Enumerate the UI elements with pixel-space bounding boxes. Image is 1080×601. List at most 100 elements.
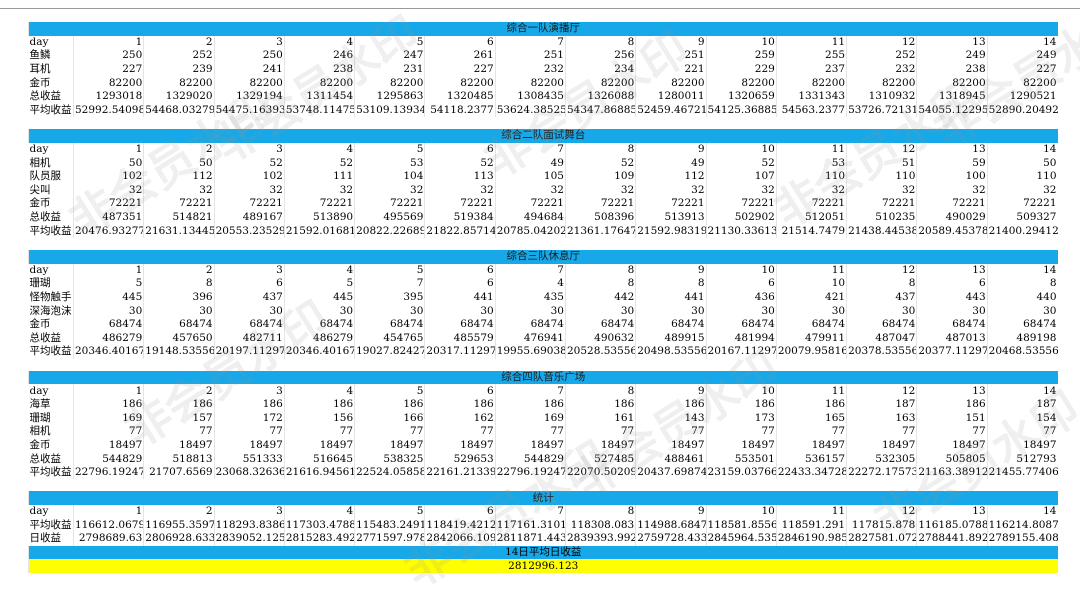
data-cell[interactable]: 186 xyxy=(705,397,777,412)
summary-value[interactable]: 2812996.123 xyxy=(28,559,1058,573)
data-cell[interactable]: 2839393.992 xyxy=(564,532,636,546)
data-cell[interactable]: 5 xyxy=(354,263,425,278)
data-cell[interactable]: 18497 xyxy=(916,438,988,453)
data-cell[interactable]: 8 xyxy=(143,277,215,291)
data-cell[interactable]: 77 xyxy=(986,425,1058,439)
data-cell[interactable]: 32 xyxy=(143,183,215,198)
data-cell[interactable]: 118293.8386 xyxy=(213,518,285,533)
data-cell[interactable]: 5 xyxy=(283,277,355,291)
data-cell[interactable]: 1293018 xyxy=(72,89,144,104)
data-cell[interactable]: 6 xyxy=(424,384,496,398)
data-cell[interactable]: 3 xyxy=(213,35,285,50)
row-label-cell[interactable]: 平均收益 xyxy=(29,518,72,531)
data-cell[interactable]: 1310932 xyxy=(846,89,917,104)
data-cell[interactable]: 82200 xyxy=(283,76,355,90)
data-cell[interactable]: 252 xyxy=(846,49,917,63)
data-cell[interactable]: 68474 xyxy=(283,317,355,332)
data-cell[interactable]: 488461 xyxy=(635,452,707,466)
data-cell[interactable]: 110 xyxy=(846,169,917,184)
data-cell[interactable]: 172 xyxy=(213,411,285,426)
data-cell[interactable]: 518813 xyxy=(143,452,215,466)
section-title[interactable]: 综合二队面试舞台 xyxy=(28,129,1058,143)
data-cell[interactable]: 52890.20492 xyxy=(986,103,1058,118)
data-cell[interactable]: 77 xyxy=(705,425,777,439)
data-cell[interactable]: 514821 xyxy=(143,210,215,225)
data-cell[interactable]: 54468.03279 xyxy=(143,103,215,118)
data-cell[interactable]: 30 xyxy=(143,304,215,318)
data-cell[interactable]: 72221 xyxy=(564,197,636,211)
data-cell[interactable]: 30 xyxy=(72,304,144,318)
data-cell[interactable]: 8 xyxy=(564,505,636,519)
data-cell[interactable]: 52 xyxy=(564,156,636,170)
section-title[interactable]: 综合一队演播厅 xyxy=(28,22,1058,36)
data-cell[interactable]: 5 xyxy=(72,277,144,291)
data-cell[interactable]: 20785.04202 xyxy=(494,224,566,238)
data-cell[interactable]: 143 xyxy=(635,411,707,426)
section-title[interactable]: 统计 xyxy=(28,491,1058,505)
data-cell[interactable]: 20528.53556 xyxy=(564,345,636,359)
data-cell[interactable]: 1 xyxy=(72,35,144,50)
data-cell[interactable]: 13 xyxy=(916,142,988,157)
row-label-cell[interactable]: 金币 xyxy=(29,76,51,89)
data-cell[interactable]: 487351 xyxy=(72,210,144,225)
data-cell[interactable]: 72221 xyxy=(986,197,1058,211)
data-cell[interactable]: 117815.878 xyxy=(846,518,917,533)
data-cell[interactable]: 77 xyxy=(72,425,144,439)
data-cell[interactable]: 30 xyxy=(213,304,285,318)
data-cell[interactable]: 442 xyxy=(564,290,636,305)
data-cell[interactable]: 18497 xyxy=(494,438,566,453)
data-cell[interactable]: 30 xyxy=(494,304,566,318)
data-cell[interactable]: 112 xyxy=(143,169,215,184)
data-cell[interactable]: 21631.13445 xyxy=(143,224,215,238)
data-cell[interactable]: 32 xyxy=(564,183,636,198)
data-cell[interactable]: 5 xyxy=(354,505,425,519)
data-cell[interactable]: 54055.12295 xyxy=(916,103,988,118)
data-cell[interactable]: 457650 xyxy=(143,331,215,346)
data-cell[interactable]: 186 xyxy=(213,397,285,412)
data-cell[interactable]: 30 xyxy=(846,304,917,318)
data-cell[interactable]: 1331343 xyxy=(775,89,847,104)
data-cell[interactable]: 187 xyxy=(986,397,1058,412)
data-cell[interactable]: 481994 xyxy=(705,331,777,346)
row-label-cell[interactable]: 总收益 xyxy=(29,211,62,224)
data-cell[interactable]: 50 xyxy=(986,156,1058,170)
data-cell[interactable]: 54475.16393 xyxy=(213,103,285,118)
data-cell[interactable]: 166 xyxy=(354,411,425,426)
data-cell[interactable]: 6 xyxy=(424,505,496,519)
data-cell[interactable]: 18497 xyxy=(846,438,917,453)
data-cell[interactable]: 513913 xyxy=(635,210,707,225)
section-title[interactable]: 综合四队音乐广场 xyxy=(28,370,1058,385)
data-cell[interactable]: 82200 xyxy=(916,76,988,90)
data-cell[interactable]: 516645 xyxy=(283,452,355,466)
data-cell[interactable]: 102 xyxy=(72,169,144,184)
data-cell[interactable]: 18497 xyxy=(213,438,285,453)
row-label-cell[interactable]: 金币 xyxy=(29,318,51,331)
data-cell[interactable]: 68474 xyxy=(494,317,566,332)
data-cell[interactable]: 232 xyxy=(494,62,566,77)
data-cell[interactable]: 229 xyxy=(705,62,777,77)
data-cell[interactable]: 186 xyxy=(564,397,636,412)
data-cell[interactable]: 8 xyxy=(564,384,636,398)
data-cell[interactable]: 2827581.072 xyxy=(846,532,917,546)
data-cell[interactable]: 8 xyxy=(986,277,1058,291)
data-cell[interactable]: 54118.2377 xyxy=(424,103,496,118)
data-cell[interactable]: 72221 xyxy=(143,197,215,211)
data-cell[interactable]: 246 xyxy=(283,49,355,63)
data-cell[interactable]: 18497 xyxy=(424,438,496,453)
data-cell[interactable]: 1308435 xyxy=(494,89,566,104)
data-cell[interactable]: 12 xyxy=(846,263,917,278)
data-cell[interactable]: 437 xyxy=(846,290,917,305)
data-cell[interactable]: 77 xyxy=(424,425,496,439)
data-cell[interactable]: 21592.01681 xyxy=(283,224,355,238)
data-cell[interactable]: 52 xyxy=(283,156,355,170)
data-cell[interactable]: 20468.53556 xyxy=(986,345,1058,359)
data-cell[interactable]: 72221 xyxy=(846,197,917,211)
data-cell[interactable]: 13 xyxy=(916,505,988,519)
data-cell[interactable]: 52 xyxy=(705,156,777,170)
data-cell[interactable]: 59 xyxy=(916,156,988,170)
row-label-cell[interactable]: 怪物触手 xyxy=(29,290,72,303)
row-label-cell[interactable]: 相机 xyxy=(29,425,51,438)
data-cell[interactable]: 165 xyxy=(775,411,847,426)
data-cell[interactable]: 238 xyxy=(283,62,355,77)
data-cell[interactable]: 68474 xyxy=(986,317,1058,332)
